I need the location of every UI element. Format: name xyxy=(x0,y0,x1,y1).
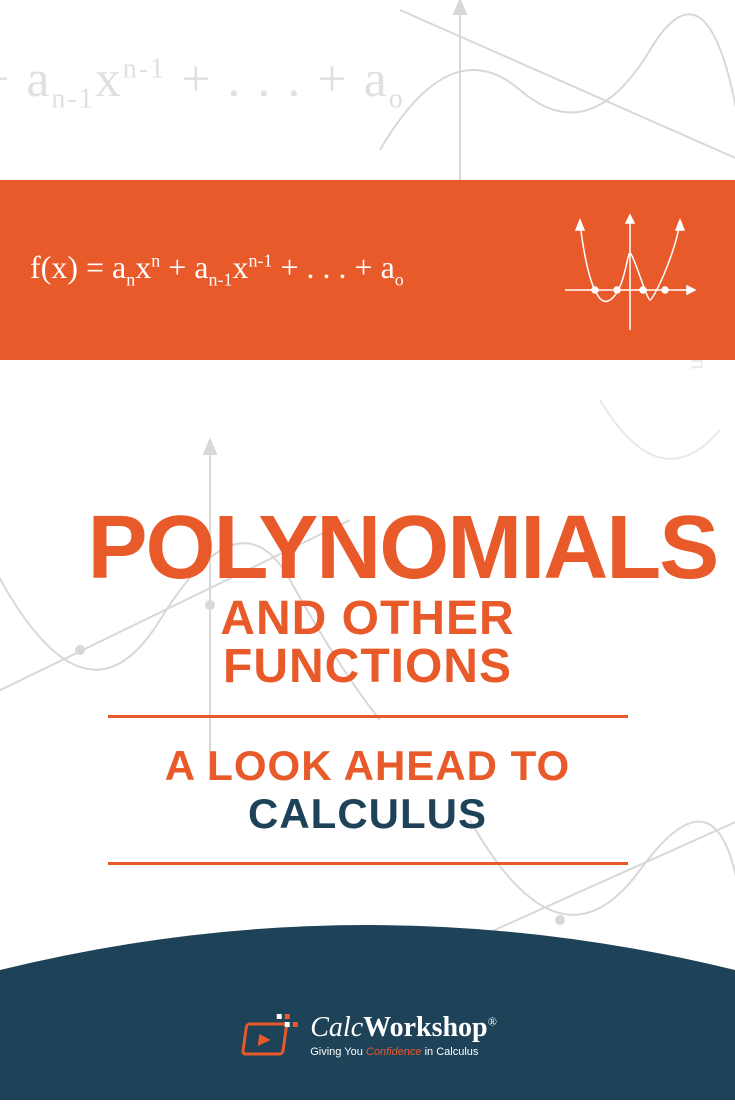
trademark-icon: ® xyxy=(488,1015,497,1029)
logo: CalcWorkshop® Giving You Confidence in C… xyxy=(238,1010,497,1060)
title-subtitle-2: A LOOK AHEAD TO CALCULUS xyxy=(88,742,648,838)
brand-name: CalcWorkshop® xyxy=(310,1012,497,1044)
formula-banner: f(x) = anxn + an-1xn-1 + . . . + ao xyxy=(0,180,735,360)
logo-text-wrap: CalcWorkshop® Giving You Confidence in C… xyxy=(310,1012,497,1058)
footer: CalcWorkshop® Giving You Confidence in C… xyxy=(0,910,735,1100)
title-calculus: CALCULUS xyxy=(248,790,487,837)
title-main: POLYNOMIALS xyxy=(88,510,648,587)
polynomial-graph-icon xyxy=(555,205,705,335)
brand-tagline: Giving You Confidence in Calculus xyxy=(310,1046,497,1058)
footer-curve xyxy=(0,910,735,1100)
brand-calc: Calc xyxy=(310,1012,363,1043)
title-lookahead: A LOOK AHEAD TO xyxy=(165,742,570,789)
title-subtitle-1: AND OTHER FUNCTIONS xyxy=(88,595,648,691)
tagline-mid: Confidence xyxy=(366,1046,422,1058)
tagline-pre: Giving You xyxy=(310,1046,366,1058)
logo-icon xyxy=(238,1010,298,1060)
title-divider-top xyxy=(108,715,628,718)
faded-formula-top: + an-1xn-1 + . . . + ao xyxy=(0,50,405,115)
title-block: POLYNOMIALS AND OTHER FUNCTIONS A LOOK A… xyxy=(88,510,648,889)
tagline-post: in Calculus xyxy=(422,1046,479,1058)
polynomial-formula: f(x) = anxn + an-1xn-1 + . . . + ao xyxy=(30,249,545,290)
brand-workshop: Workshop xyxy=(363,1012,488,1043)
title-divider-bottom xyxy=(108,862,628,865)
